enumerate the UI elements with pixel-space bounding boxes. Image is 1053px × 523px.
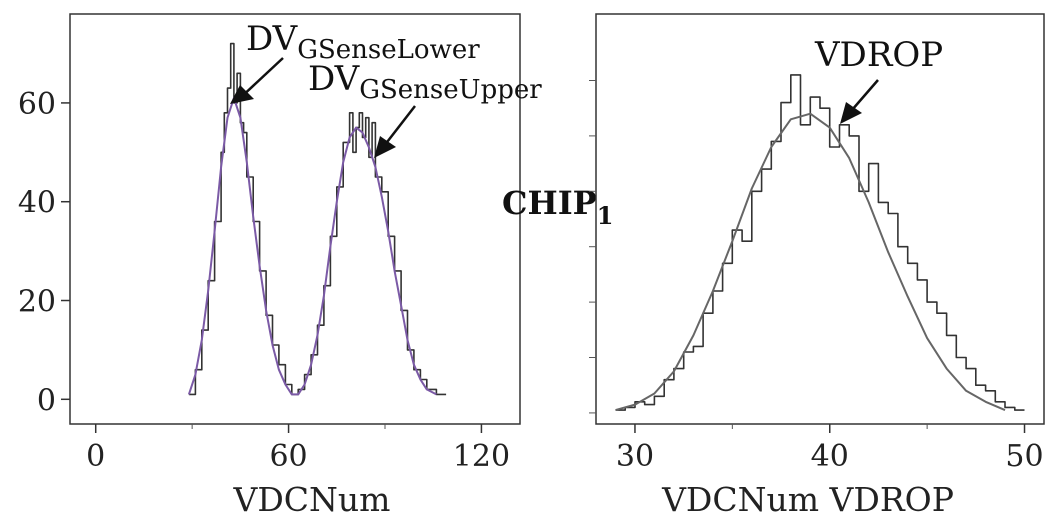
right-histogram-panel: 30 40 50 VDCNum VDROP VDROP [589, 13, 1045, 519]
left-y-tick-label: 0 [37, 383, 56, 418]
right-series-line-1 [615, 112, 1006, 412]
annotation-gsense-lower-main: DV [246, 19, 299, 59]
left-x-tick-label: 120 [453, 439, 510, 474]
left-x-tick-label: 60 [269, 439, 307, 474]
annotation-vdrop-arrow-line [851, 79, 879, 111]
right-plot-frame [595, 13, 1045, 425]
annotation-gsense-lower-label: DVGSenseLower [246, 19, 480, 65]
annotation-vdrop-label: VDROP [814, 35, 943, 75]
annotation-gsense-lower-subscript: GSenseLower [297, 35, 480, 65]
annotation-gsense-upper-subscript: GSenseUpper [359, 75, 542, 105]
left-plot-frame [69, 13, 521, 425]
chip-label-subscript: 1 [597, 201, 614, 230]
left-y-tick-label: 20 [18, 285, 56, 320]
left-series-line-0 [188, 42, 447, 396]
annotation-gsense-upper-label: DVGSenseUpper [308, 59, 542, 105]
left-series-group [187, 42, 447, 396]
left-x-tick-label: 0 [86, 439, 105, 474]
chip-label-main: CHIP [502, 184, 597, 222]
right-x-axis-title: VDCNum VDROP [661, 480, 954, 519]
left-x-axis-title: VDCNum [233, 480, 391, 519]
chip-label: CHIP1 [502, 184, 613, 230]
right-series-line-0 [615, 74, 1025, 411]
annotation-vdrop: VDROP [814, 35, 943, 124]
annotation-gsense-upper: DVGSenseUpper [308, 59, 542, 158]
right-y-ticks [589, 79, 596, 414]
annotation-vdrop-arrowhead [840, 102, 862, 124]
annotation-gsense-upper-arrow-line [383, 105, 416, 147]
left-y-ticks: 0 20 40 60 [18, 87, 70, 418]
left-y-tick-label: 40 [18, 186, 56, 221]
right-x-ticks: 30 40 50 [616, 424, 1044, 474]
annotation-gsense-upper-arrowhead [374, 136, 396, 158]
left-series-line-1 [187, 97, 437, 396]
left-y-tick-label: 60 [18, 87, 56, 122]
right-x-tick-label: 30 [616, 439, 654, 474]
right-x-tick-label: 40 [811, 439, 849, 474]
annotation-gsense-lower: DVGSenseLower [230, 19, 480, 104]
left-x-ticks: 0 60 120 [86, 424, 510, 474]
right-series-group [615, 74, 1025, 412]
right-x-tick-label: 50 [1005, 439, 1043, 474]
annotation-gsense-lower-arrowhead [230, 85, 254, 104]
annotation-gsense-upper-main: DV [308, 59, 361, 99]
